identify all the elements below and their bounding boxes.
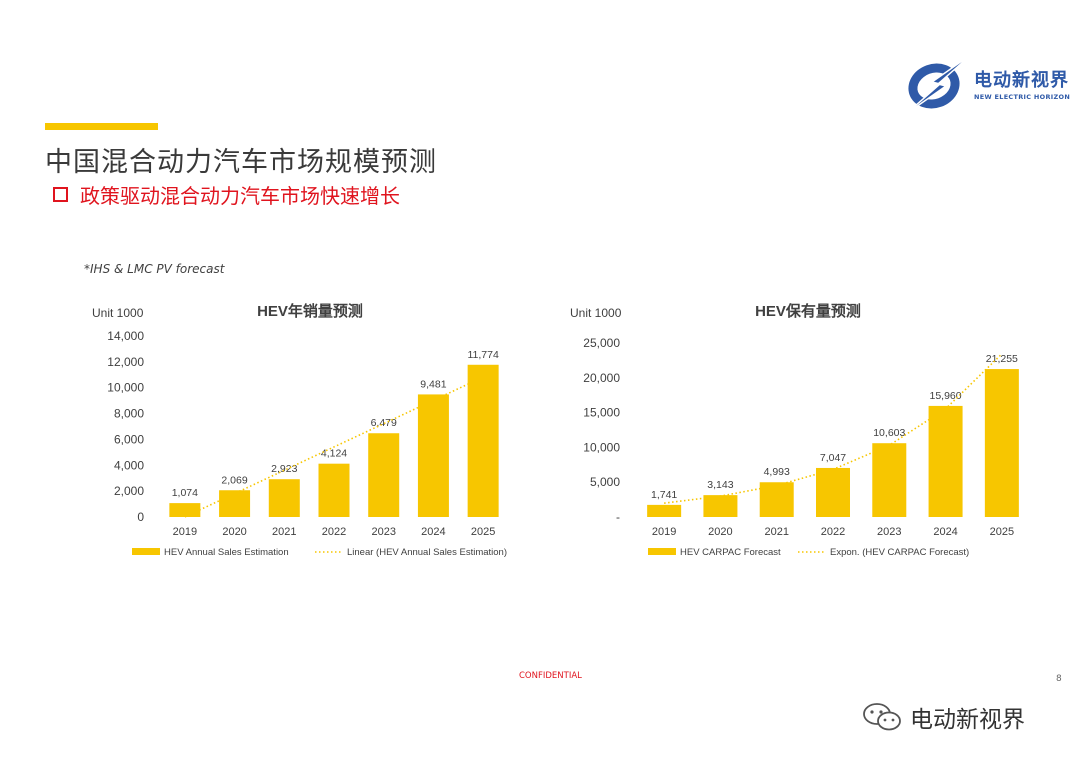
y-tick-label: 20,000 bbox=[583, 371, 620, 385]
data-label: 11,774 bbox=[467, 349, 498, 361]
bar-2024 bbox=[928, 405, 963, 517]
data-label: 10,603 bbox=[873, 427, 905, 439]
annual-sales-chart-svg: Unit 1000 HEV年销量预测 0 2,000 4,000 6,000 8,000 10… bbox=[92, 302, 507, 558]
x-tick-label: 2020 bbox=[222, 526, 246, 538]
bar-2022 bbox=[318, 463, 350, 517]
y-tick-label: 25,000 bbox=[583, 336, 620, 350]
y-tick-label: 12,000 bbox=[107, 355, 144, 369]
subtitle: 政策驱动混合动力汽车市场快速增长 bbox=[53, 180, 400, 209]
x-tick-label: 2019 bbox=[173, 526, 197, 538]
data-label: 4,124 bbox=[321, 448, 347, 460]
legend-label: HEV CARPAC Forecast bbox=[680, 547, 781, 558]
bar-2025 bbox=[984, 369, 1019, 517]
bar-2024 bbox=[417, 394, 449, 517]
confidential-label: CONFIDENTIAL bbox=[519, 671, 582, 681]
annual-sales-chart: Unit 1000 HEV年销量预测 0 2,000 4,000 6,000 8,000 10… bbox=[82, 290, 512, 565]
bar-2019 bbox=[169, 503, 201, 517]
bar-2022 bbox=[816, 467, 850, 517]
y-tick-label: 4,000 bbox=[114, 458, 144, 472]
bar-2025 bbox=[467, 364, 499, 517]
data-label: 15,960 bbox=[930, 390, 962, 402]
data-label: 4,993 bbox=[764, 466, 790, 478]
x-tick-label: 2023 bbox=[877, 526, 901, 538]
title-accent-bar bbox=[45, 123, 158, 130]
y-tick-label: 5,000 bbox=[590, 475, 620, 489]
legend-label: Linear (HEV Annual Sales Estimation) bbox=[347, 547, 507, 558]
carpac-chart-svg: Unit 1000 HEV保有量预测 - 5,000 10,000 15,000 20,00… bbox=[570, 302, 1019, 558]
brand-logo: 电动新视界 NEW ELECTRIC HORIZON bbox=[902, 52, 1072, 116]
y-tick-label: 15,000 bbox=[583, 406, 620, 420]
legend-bar-swatch bbox=[648, 548, 676, 555]
x-tick-label: 2025 bbox=[990, 526, 1014, 538]
page-title: 中国混合动力汽车市场规模预测 bbox=[45, 147, 437, 178]
subtitle-text: 政策驱动混合动力汽车市场快速增长 bbox=[80, 184, 400, 208]
y-tick-label: 2,000 bbox=[114, 484, 144, 498]
carpac-chart: Unit 1000 HEV保有量预测 - 5,000 10,000 15,000 20,00… bbox=[560, 290, 1040, 565]
y-tick-label: - bbox=[616, 510, 620, 524]
bar-2021 bbox=[759, 482, 794, 517]
x-tick-label: 2019 bbox=[652, 526, 676, 538]
legend-label: Expon. (HEV CARPAC Forecast) bbox=[830, 547, 969, 558]
y-tick-label: 0 bbox=[137, 510, 144, 524]
source-note: *IHS & LMC PV forecast bbox=[84, 262, 225, 276]
legend-label: HEV Annual Sales Estimation bbox=[164, 547, 289, 558]
logo-text-en: NEW ELECTRIC HORIZON bbox=[974, 93, 1071, 101]
y-tick-label: 6,000 bbox=[114, 432, 144, 446]
y-tick-label: 8,000 bbox=[114, 407, 144, 421]
bar-2019 bbox=[647, 504, 682, 517]
trendline bbox=[664, 353, 1003, 504]
checkbox-bullet-icon bbox=[53, 187, 68, 202]
x-tick-label: 2022 bbox=[821, 526, 845, 538]
data-label: 3,143 bbox=[707, 479, 733, 491]
x-tick-label: 2024 bbox=[933, 526, 957, 538]
trendline bbox=[184, 376, 484, 518]
chart-title: HEV年销量预测 bbox=[257, 302, 363, 320]
x-tick-label: 2024 bbox=[421, 526, 445, 538]
x-tick-label: 2023 bbox=[371, 526, 395, 538]
data-label: 1,741 bbox=[651, 489, 677, 501]
wechat-icon bbox=[863, 703, 901, 731]
page-number: 8 bbox=[1056, 674, 1062, 684]
x-tick-label: 2021 bbox=[272, 526, 296, 538]
data-label: 7,047 bbox=[820, 452, 846, 464]
legend-bar-swatch bbox=[132, 548, 160, 555]
bar-2021 bbox=[268, 479, 300, 517]
y-tick-label: 14,000 bbox=[107, 329, 144, 343]
x-tick-label: 2022 bbox=[322, 526, 346, 538]
wechat-watermark: 电动新视界 bbox=[862, 700, 1025, 734]
chart-title: HEV保有量预测 bbox=[755, 302, 861, 320]
bar-2020 bbox=[219, 490, 251, 517]
x-tick-label: 2020 bbox=[708, 526, 732, 538]
data-label: 2,923 bbox=[271, 463, 297, 475]
bar-2020 bbox=[703, 495, 738, 517]
data-label: 2,069 bbox=[221, 474, 247, 486]
data-label: 6,479 bbox=[371, 417, 397, 429]
watermark-text: 电动新视界 bbox=[910, 707, 1025, 733]
logo-text-cn: 电动新视界 bbox=[974, 70, 1069, 91]
bar-2023 bbox=[368, 433, 400, 517]
unit-label: Unit 1000 bbox=[92, 306, 144, 320]
lightning-globe-icon bbox=[905, 53, 973, 115]
unit-label: Unit 1000 bbox=[570, 306, 622, 320]
data-label: 9,481 bbox=[420, 378, 446, 390]
data-label: 21,255 bbox=[986, 353, 1018, 365]
bar-2023 bbox=[872, 443, 907, 517]
data-label: 1,074 bbox=[172, 487, 198, 499]
y-tick-label: 10,000 bbox=[107, 381, 144, 395]
y-tick-label: 10,000 bbox=[583, 440, 620, 454]
x-tick-label: 2025 bbox=[471, 526, 495, 538]
x-tick-label: 2021 bbox=[764, 526, 788, 538]
